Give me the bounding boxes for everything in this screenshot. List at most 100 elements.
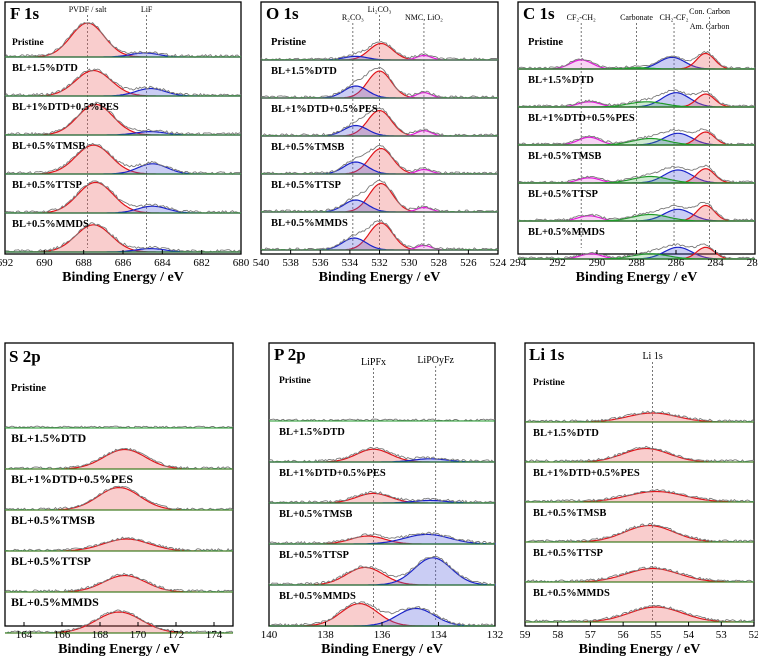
x-tick-label: 526 [460, 257, 477, 269]
x-tick-label: 524 [490, 257, 507, 269]
sample-label: BL+0.5%TTSP [533, 548, 603, 559]
spectrum-row: BL+0.5%TMSB [4, 513, 234, 552]
x-tick-label: 540 [253, 257, 270, 269]
peak-label: CH₂-CF₂ [659, 13, 688, 22]
sample-label: Pristine [279, 376, 311, 386]
x-axis-label: Binding Energy / eV [58, 642, 180, 657]
x-tick-label: 290 [589, 257, 606, 269]
peak-label: LiPFx [361, 357, 386, 368]
x-tick-label: 680 [233, 257, 250, 269]
x-tick-label: 692 [0, 257, 13, 269]
raw-spectrum [517, 50, 756, 70]
raw-spectrum [524, 604, 755, 623]
sample-label: Pristine [12, 38, 44, 48]
peak-label: PVDF / salt [69, 5, 108, 14]
spectrum-row: Pristine [524, 378, 755, 423]
raw-spectrum [4, 447, 233, 470]
raw-spectrum [268, 601, 496, 627]
raw-spectrum [260, 106, 499, 137]
sample-label: BL+1%DTD+0.5%PES [11, 472, 133, 486]
panel-title: Li 1s [529, 345, 565, 364]
sample-label: Pristine [11, 383, 46, 394]
sample-label: BL+1.5%DTD [11, 431, 87, 445]
raw-spectrum [4, 425, 234, 429]
peak-label: Li 1s [642, 351, 662, 362]
x-tick-label: 682 [193, 257, 210, 269]
panel-title: P 2p [274, 345, 306, 364]
sample-label: Pristine [271, 37, 306, 48]
x-tick-label: 688 [75, 257, 92, 269]
sample-label: BL+1.5%DTD [12, 63, 78, 74]
x-tick-label: 532 [371, 257, 388, 269]
spectrum-row: Pristine [517, 37, 756, 70]
spectrum-row: BL+0.5%MMDS [4, 219, 242, 253]
x-tick-label: 538 [282, 257, 299, 269]
panel-title: O 1s [266, 4, 299, 23]
sample-label: BL+1%DTD+0.5%PES [271, 104, 378, 115]
x-tick-label: 132 [487, 629, 504, 641]
fit-component-red [5, 574, 233, 593]
x-tick-label: 54 [683, 629, 695, 641]
x-tick-label: 686 [115, 257, 132, 269]
peak-label: Li₂CO₃ [368, 5, 392, 14]
x-axis-label: Binding Energy / eV [576, 270, 698, 285]
spectrum-row: BL+0.5%TTSP [517, 189, 756, 222]
spectrum-row: BL+0.5%TTSP [260, 179, 499, 213]
spectrum-row: BL+1.5%DTD [268, 427, 496, 463]
spectrum-row: BL+0.5%MMDS [524, 588, 755, 623]
sample-label: BL+0.5%TTSP [279, 550, 349, 561]
peak-label: NMC, LiO₂ [405, 13, 443, 22]
spectrum-row: BL+0.5%MMDS [4, 595, 234, 634]
raw-spectrum [4, 22, 242, 58]
spectrum-row: BL+0.5%TTSP [524, 548, 755, 583]
x-tick-label: 56 [618, 629, 630, 641]
spectrum-row: BL+1%DTD+0.5%PES [524, 468, 755, 503]
sample-label: BL+0.5%MMDS [11, 595, 99, 609]
spectrum-row: BL+1%DTD+0.5%PES [268, 468, 496, 504]
spectrum-row: Pristine [268, 376, 496, 422]
sample-label: BL+0.5%MMDS [279, 591, 356, 602]
x-tick-label: 282 [747, 257, 758, 269]
sample-label: BL+0.5%MMDS [12, 219, 89, 230]
x-tick-label: 172 [168, 629, 185, 641]
peak-label: CF₂-CH₂ [567, 13, 596, 22]
x-tick-label: 170 [130, 629, 147, 641]
sample-label: BL+0.5%TTSP [11, 554, 91, 568]
raw-spectrum [268, 555, 496, 586]
x-tick-label: 294 [510, 257, 527, 269]
panel-title: C 1s [523, 4, 555, 23]
plot-frame [4, 342, 234, 627]
sample-label: BL+0.5%TMSB [528, 151, 601, 162]
spectrum-row: BL+1.5%DTD [260, 66, 499, 99]
sample-label: BL+0.5%TMSB [279, 509, 352, 520]
spectrum-row: BL+0.5%TMSB [4, 141, 242, 175]
x-tick-label: 690 [36, 257, 53, 269]
spectrum-row: BL+0.5%TTSP [4, 180, 242, 215]
peak-label: Carbonate [620, 13, 653, 22]
x-tick-label: 684 [154, 257, 171, 269]
x-tick-label: 536 [312, 257, 329, 269]
peak-label: Con. Carbon [689, 7, 730, 16]
raw-spectrum [524, 523, 755, 543]
x-axis-label: Binding Energy / eV [62, 270, 184, 285]
sample-label: Pristine [533, 378, 565, 388]
fit-component-red [5, 448, 233, 470]
peak-label: LiPOyFz [417, 355, 454, 366]
spectrum-row: BL+0.5%TMSB [268, 509, 496, 545]
x-tick-label: 168 [92, 629, 109, 641]
sample-label: BL+0.5%MMDS [533, 588, 610, 599]
sample-label: BL+0.5%TTSP [12, 180, 82, 191]
sample-label: BL+1.5%DTD [533, 428, 599, 439]
fit-component-red [269, 448, 495, 463]
x-tick-label: 58 [552, 629, 564, 641]
raw-spectrum [517, 89, 755, 108]
plot-frame [524, 342, 755, 627]
spectrum-row: BL+0.5%TMSB [260, 142, 498, 175]
spectrum-row: BL+1%DTD+0.5%PES [517, 113, 755, 146]
x-axis-label: Binding Energy / eV [319, 270, 441, 285]
spectrum-row: Pristine [4, 22, 242, 58]
sample-label: Pristine [528, 37, 563, 48]
x-tick-label: 288 [628, 257, 645, 269]
peak-label: R₂CO₃ [342, 13, 364, 22]
spectrum-row: BL+0.5%TMSB [524, 508, 755, 543]
